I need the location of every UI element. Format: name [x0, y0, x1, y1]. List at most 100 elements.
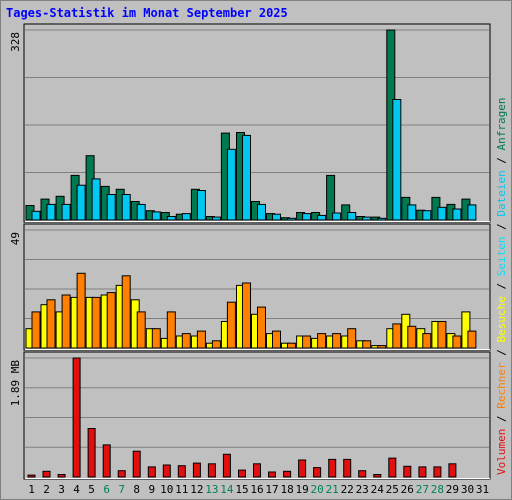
day-label-27: 27 — [416, 483, 429, 496]
bar-volumen-day-21 — [328, 458, 337, 478]
bar-rechner-day-6 — [106, 292, 116, 349]
bar-dateien-day-28 — [437, 206, 447, 221]
bar-dateien-day-30 — [467, 204, 477, 221]
legend-separator: / — [495, 276, 508, 296]
legend-text: Volumen / Rechner / Besuche / Seiten / D… — [495, 97, 508, 475]
legend-separator: / — [495, 343, 508, 363]
bar-dateien-day-9 — [151, 211, 161, 221]
bar-rechner-day-26 — [407, 325, 417, 349]
bar-volumen-day-10 — [162, 464, 171, 478]
bar-volumen-day-24 — [373, 474, 382, 478]
bar-rechner-day-2 — [46, 299, 56, 349]
panel-volume: 1.89 MB — [9, 351, 491, 480]
day-label-20: 20 — [310, 483, 323, 496]
day-label-28: 28 — [431, 483, 444, 496]
bar-rechner-day-1 — [31, 311, 41, 349]
bar-dateien-day-24 — [377, 217, 387, 221]
bar-dateien-day-21 — [332, 212, 342, 221]
panel-visits-max-label: 49 — [9, 232, 22, 245]
day-label-19: 19 — [295, 483, 308, 496]
bar-rechner-day-12 — [196, 330, 206, 349]
bar-rechner-day-23 — [362, 340, 372, 349]
bar-dateien-day-18 — [287, 217, 296, 221]
legend-separator: / — [495, 217, 508, 237]
bar-volumen-day-7 — [117, 470, 126, 478]
bar-volumen-day-15 — [238, 469, 246, 478]
bar-dateien-day-3 — [61, 203, 71, 221]
bar-rechner-day-3 — [61, 294, 71, 349]
day-label-8: 8 — [133, 483, 140, 496]
bar-rechner-day-16 — [257, 306, 266, 349]
bar-dateien-day-4 — [76, 184, 86, 221]
bar-volumen-day-16 — [253, 463, 261, 478]
bar-rechner-day-4 — [76, 272, 86, 349]
bar-rechner-day-5 — [91, 296, 101, 349]
bar-rechner-day-7 — [121, 275, 131, 349]
bar-volumen-day-22 — [343, 458, 352, 478]
day-label-21: 21 — [326, 483, 339, 496]
day-label-3: 3 — [58, 483, 65, 496]
bar-volumen-day-3 — [57, 474, 66, 478]
bar-volumen-day-19 — [298, 459, 307, 478]
bar-volumen-day-2 — [42, 470, 51, 478]
day-label-5: 5 — [88, 483, 95, 496]
day-label-29: 29 — [446, 483, 459, 496]
bar-rechner-day-19 — [302, 335, 312, 349]
legend-item-besuche: Besuche — [495, 296, 508, 342]
bar-dateien-day-22 — [347, 212, 357, 221]
bar-dateien-day-20 — [317, 214, 327, 221]
bar-rechner-day-25 — [392, 323, 402, 349]
bar-volumen-day-8 — [132, 450, 141, 478]
legend-separator: / — [495, 409, 508, 429]
bar-volumen-day-9 — [147, 466, 156, 478]
bar-rechner-day-22 — [347, 328, 357, 349]
day-label-22: 22 — [341, 483, 354, 496]
bar-dateien-day-1 — [31, 210, 41, 221]
legend-item-seiten: Seiten — [495, 237, 508, 277]
day-label-6: 6 — [103, 483, 110, 496]
bar-rechner-day-27 — [422, 333, 432, 349]
bar-volumen-day-23 — [358, 470, 367, 478]
day-label-13: 13 — [205, 483, 218, 496]
day-label-11: 11 — [175, 483, 188, 496]
bar-volumen-day-18 — [283, 470, 292, 478]
day-label-18: 18 — [280, 483, 293, 496]
bar-volumen-day-12 — [192, 462, 201, 478]
panel-visits: 49 — [9, 223, 491, 351]
bar-volumen-day-17 — [268, 471, 276, 478]
bar-rechner-day-9 — [151, 328, 161, 349]
day-label-7: 7 — [118, 483, 125, 496]
bar-dateien-day-2 — [46, 203, 56, 221]
day-label-30: 30 — [461, 483, 474, 496]
bar-dateien-day-15 — [242, 134, 251, 221]
bar-besuche-day-30 — [461, 311, 471, 349]
day-label-16: 16 — [250, 483, 263, 496]
day-label-15: 15 — [235, 483, 248, 496]
legend-item-dateien: Dateien — [495, 170, 508, 216]
legend: Volumen / Rechner / Besuche / Seiten / D… — [495, 97, 508, 475]
bar-volumen-day-5 — [87, 428, 96, 478]
bar-volumen-day-28 — [433, 466, 442, 478]
bar-volumen-day-13 — [207, 463, 216, 478]
day-label-25: 25 — [386, 483, 399, 496]
bar-volumen-day-27 — [418, 466, 427, 478]
bar-rechner-day-10 — [166, 311, 176, 349]
bar-rechner-day-14 — [226, 301, 236, 349]
day-label-26: 26 — [401, 483, 414, 496]
bar-dateien-day-13 — [211, 216, 221, 221]
day-label-17: 17 — [265, 483, 278, 496]
day-label-4: 4 — [73, 483, 80, 496]
panels-layer: 328 49 1.89 MB — [9, 23, 491, 480]
panel-volume-plot-area — [23, 351, 491, 480]
bar-dateien-day-27 — [422, 210, 432, 221]
panel-volume-max-label: 1.89 MB — [9, 360, 22, 407]
day-label-14: 14 — [220, 483, 234, 496]
bar-rechner-day-18 — [287, 342, 296, 349]
day-label-12: 12 — [190, 483, 203, 496]
bar-rechner-day-13 — [211, 340, 221, 349]
bar-dateien-day-7 — [121, 194, 131, 221]
bar-anfragen-day-21 — [326, 174, 336, 221]
bar-volumen-day-25 — [388, 457, 397, 478]
bar-dateien-day-11 — [181, 213, 191, 221]
